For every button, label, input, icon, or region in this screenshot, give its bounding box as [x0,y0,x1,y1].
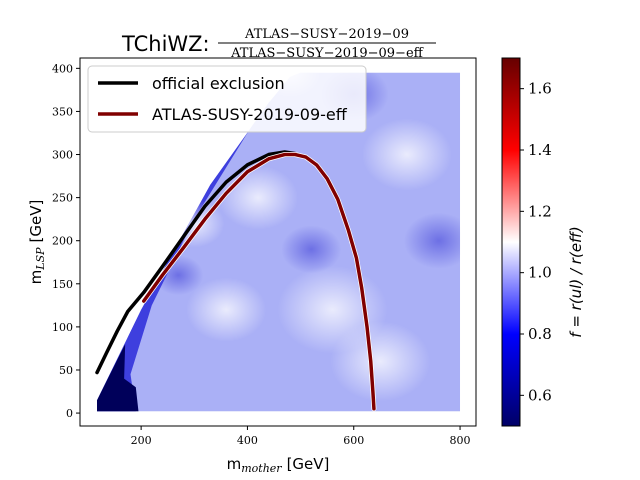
plot-frame [79,57,477,427]
heatmap-dark-zone [153,255,204,296]
x-axis-label: mmother [GeV] [227,455,330,475]
heatmap-dark-corner [97,344,139,412]
colorbar-label: f = r(ul) / r(eff) [567,226,585,337]
colorbar-tick-label: 1.0 [528,264,552,282]
y-axis-label-sub: LSP [34,247,47,271]
legend-label-eff: ATLAS-SUSY-2019-09-eff [152,105,348,124]
y-axis-label-main: m [27,270,45,285]
y-tick-label: 350 [52,105,73,118]
x-axis-label-main: m [227,455,242,473]
series-atlas-eff [142,152,376,411]
colorbar: 0.6 0.8 1.0 1.2 1.4 1.6 f = r(ul) / r(eff) [501,57,585,427]
chart-title-numerator: ATLAS−SUSY−2019−09 [244,27,409,42]
y-tick-label: 200 [52,235,73,248]
y-tick-label: 50 [59,364,73,377]
colorbar-tick-label: 0.8 [528,325,552,343]
legend-box [87,65,367,133]
series-lines [95,150,377,412]
chart-title: TChiWZ: ATLAS−SUSY−2019−09 ATLAS−SUSY−20… [121,27,436,61]
y-tick-label: 300 [52,149,73,162]
legend-label-official: official exclusion [152,74,285,93]
chart-title-prefix: TChiWZ: [121,32,210,56]
y-tick-label: 400 [52,62,73,75]
heatmap-light-zone [361,118,452,191]
legend: official exclusion ATLAS-SUSY-2019-09-ef… [87,65,367,133]
x-tick-label: 400 [237,434,258,447]
y-axis-label: mLSP [GeV] [27,200,47,285]
y-tick-label: 150 [52,278,73,291]
y-tick-label: 100 [52,321,73,334]
y-tick-label: 250 [52,192,73,205]
colorbar-bar [501,57,521,427]
heatmap-light-zone [330,321,431,402]
y-tick-label: 0 [66,407,73,420]
colorbar-tick-label: 1.6 [528,80,552,98]
heatmap-dark-zone [281,225,342,274]
x-axis-label-unit: [GeV] [287,455,330,473]
heatmap-light-zone [218,165,299,230]
x-tick-label: 600 [343,434,364,447]
x-tick-label: 800 [450,434,471,447]
y-axis-ticks: 0 50 100 150 200 250 300 350 400 [52,62,80,420]
colorbar-tick-label: 1.4 [528,141,552,159]
series-official-exclusion [95,150,298,375]
x-axis-ticks: 200 400 600 800 [131,426,471,447]
colorbar-tick-label: 0.6 [528,386,552,404]
y-axis-label-unit: [GeV] [27,200,45,243]
colorbar-tick-label: 1.2 [528,202,552,220]
colorbar-ticks: 0.6 0.8 1.0 1.2 1.4 1.6 [520,80,552,404]
heatmap-diagonal-band [97,81,285,412]
heatmap-dark-zone [403,212,461,269]
heatmap-light-zone [186,277,267,342]
chart-title-denominator: ATLAS−SUSY−2019−09−eff [230,46,425,61]
x-axis-label-sub: mother [241,462,282,475]
x-tick-label: 200 [131,434,152,447]
